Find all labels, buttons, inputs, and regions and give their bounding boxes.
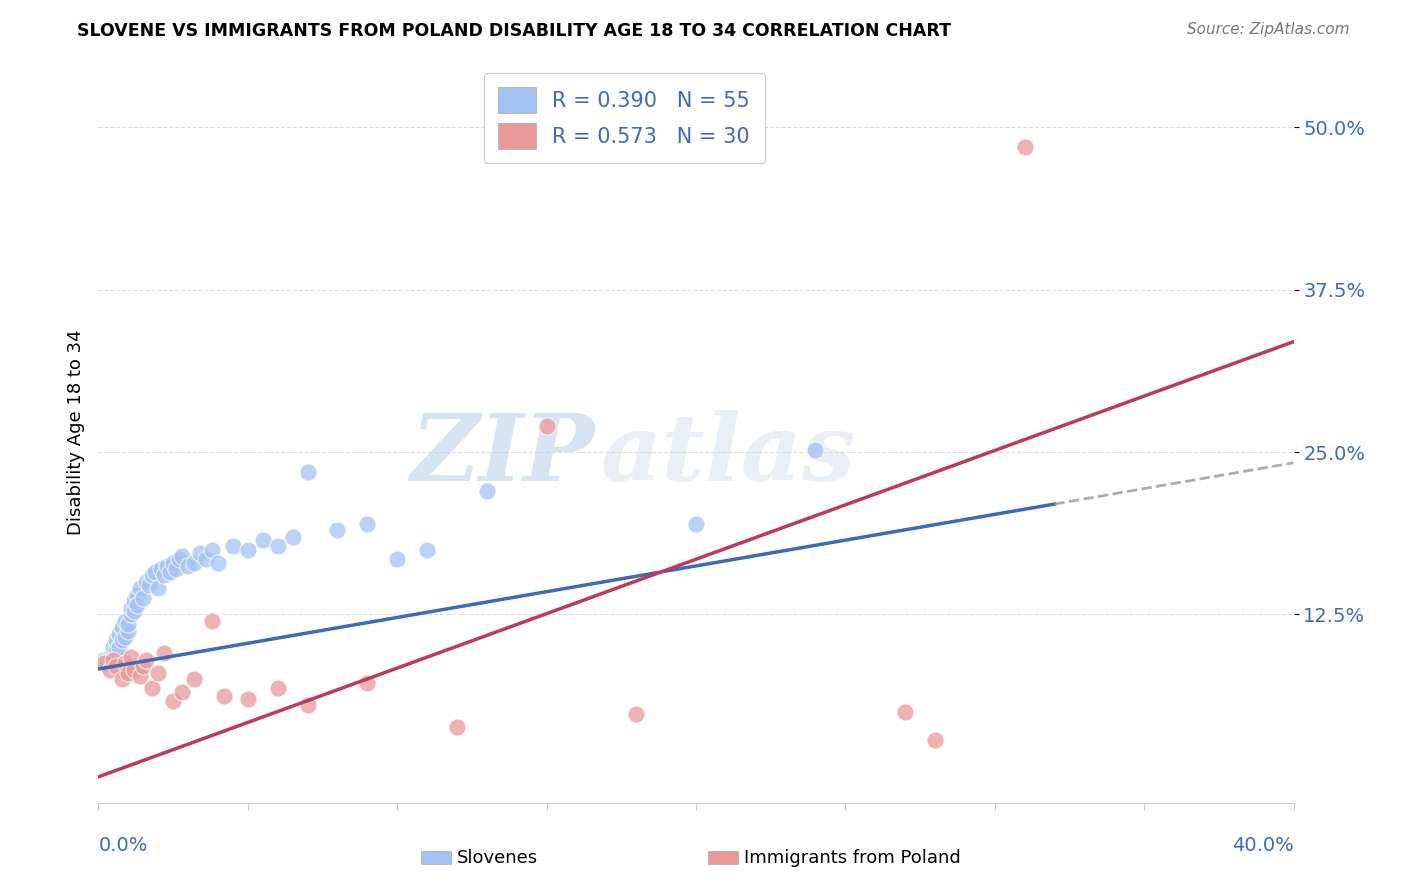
Point: [138, 577, 160, 591]
Point: [267, 539, 290, 553]
Point: [103, 640, 125, 654]
Point: [105, 633, 128, 648]
Point: [172, 549, 194, 563]
Point: [135, 574, 157, 589]
Point: [212, 690, 235, 704]
Point: [685, 516, 707, 531]
Point: [172, 685, 194, 699]
Point: [150, 562, 173, 576]
Text: Immigrants from Poland: Immigrants from Poland: [744, 848, 960, 867]
Point: [120, 607, 142, 622]
Point: [129, 582, 152, 596]
FancyBboxPatch shape: [422, 851, 451, 864]
Point: [143, 565, 166, 579]
Point: [201, 542, 224, 557]
Point: [93, 653, 115, 667]
Point: [159, 565, 181, 579]
Text: atlas: atlas: [600, 409, 856, 500]
Point: [98, 650, 122, 665]
Point: [127, 588, 149, 602]
Point: [153, 568, 176, 582]
Text: Slovenes: Slovenes: [457, 848, 538, 867]
Point: [475, 484, 498, 499]
Point: [894, 705, 917, 719]
Point: [252, 533, 274, 548]
Point: [183, 556, 205, 570]
Text: ZIP: ZIP: [411, 409, 595, 500]
Point: [188, 546, 211, 560]
Point: [117, 616, 139, 631]
Text: 40.0%: 40.0%: [1232, 836, 1294, 855]
Point: [117, 665, 139, 680]
Point: [135, 653, 157, 667]
Point: [183, 673, 205, 687]
Point: [103, 653, 125, 667]
Point: [156, 559, 179, 574]
Point: [297, 698, 319, 713]
Point: [114, 614, 136, 628]
Point: [96, 656, 118, 670]
Text: 0.0%: 0.0%: [98, 836, 148, 855]
Point: [222, 539, 245, 553]
Point: [416, 542, 439, 557]
Text: SLOVENE VS IMMIGRANTS FROM POLAND DISABILITY AGE 18 TO 34 CORRELATION CHART: SLOVENE VS IMMIGRANTS FROM POLAND DISABI…: [77, 22, 952, 40]
Point: [148, 665, 170, 680]
Point: [167, 551, 190, 566]
Point: [141, 568, 163, 582]
Text: Source: ZipAtlas.com: Source: ZipAtlas.com: [1187, 22, 1350, 37]
Point: [207, 556, 229, 570]
Point: [111, 673, 134, 687]
Point: [114, 630, 136, 644]
Y-axis label: Disability Age 18 to 34: Disability Age 18 to 34: [66, 330, 84, 535]
Point: [132, 659, 155, 673]
Point: [626, 707, 648, 722]
Point: [924, 733, 946, 747]
Point: [201, 614, 224, 628]
FancyBboxPatch shape: [709, 851, 738, 864]
Point: [108, 640, 131, 654]
Legend: R = 0.390   N = 55, R = 0.573   N = 30: R = 0.390 N = 55, R = 0.573 N = 30: [484, 73, 765, 163]
Point: [108, 627, 131, 641]
Point: [236, 692, 259, 706]
Point: [105, 642, 128, 657]
Point: [93, 656, 115, 670]
Point: [111, 633, 134, 648]
Point: [162, 556, 184, 570]
Point: [446, 721, 468, 735]
Point: [195, 551, 218, 566]
Point: [177, 559, 200, 574]
Point: [356, 676, 378, 690]
Point: [536, 419, 558, 434]
Point: [124, 603, 146, 617]
Point: [124, 663, 146, 677]
Point: [267, 681, 290, 696]
Point: [120, 601, 142, 615]
Point: [98, 663, 122, 677]
Point: [804, 442, 827, 457]
Point: [162, 694, 184, 708]
Point: [114, 656, 136, 670]
Point: [236, 542, 259, 557]
Point: [148, 582, 170, 596]
Point: [105, 659, 128, 673]
Point: [153, 647, 176, 661]
Point: [141, 681, 163, 696]
Point: [1014, 140, 1036, 154]
Point: [326, 523, 349, 537]
Point: [111, 620, 134, 634]
Point: [117, 624, 139, 639]
Point: [385, 551, 409, 566]
Point: [356, 516, 378, 531]
Point: [103, 647, 125, 661]
Point: [120, 650, 142, 665]
Point: [127, 599, 149, 613]
Point: [129, 668, 152, 682]
Point: [132, 591, 155, 605]
Point: [281, 529, 304, 543]
Point: [165, 562, 187, 576]
Point: [124, 594, 146, 608]
Point: [297, 465, 319, 479]
